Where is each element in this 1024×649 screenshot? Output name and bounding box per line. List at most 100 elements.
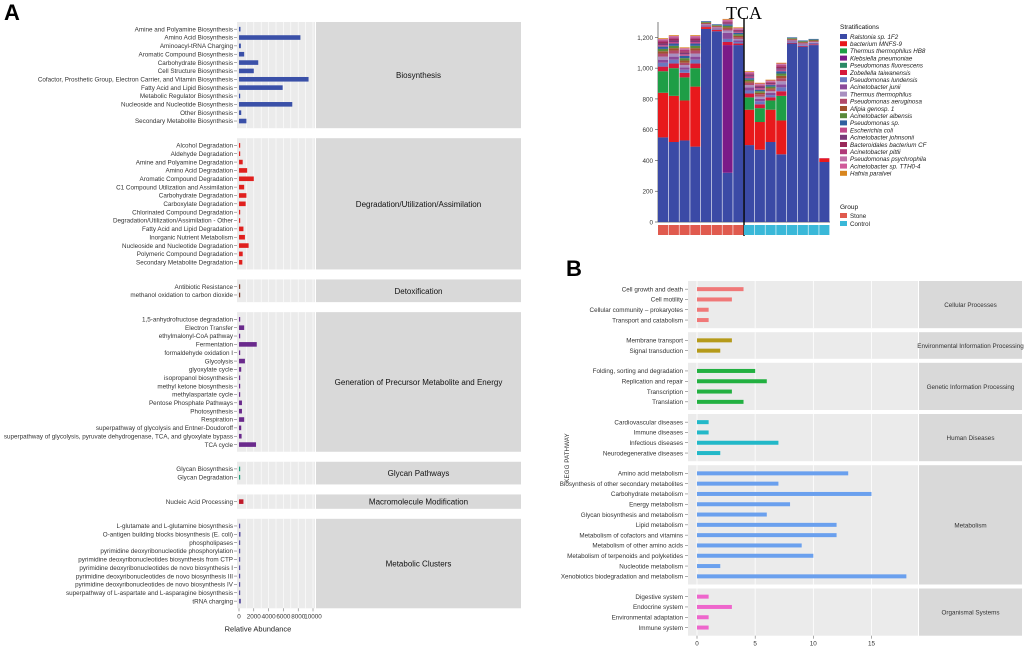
panel-a-row-label: Aromatic Compound Biosynthesis	[139, 51, 234, 58]
panel-a-bar	[239, 557, 241, 562]
tca-bar-segment	[808, 42, 819, 44]
panel-b-row-label: Endocrine system	[633, 604, 683, 611]
tca-bar-segment	[668, 35, 679, 37]
panel-a-row-label: methyl ketone biosynthesis	[157, 383, 233, 390]
panel-a-strip	[316, 494, 521, 509]
panel-b-y-axis-title: KEGG PATHWAY	[564, 432, 571, 482]
tca-group-bar	[690, 225, 701, 235]
tca-bar-segment	[690, 43, 701, 46]
tca-bar-segment	[701, 25, 712, 26]
tca-bar-segment	[668, 35, 679, 36]
panel-a-row-label: pyrimidine deoxyribonucleotides biosynth…	[78, 557, 233, 564]
tca-bar-segment	[787, 41, 798, 42]
tca-bar-segment	[776, 87, 787, 92]
panel-b-bar	[697, 564, 721, 569]
tca-bar-segment	[797, 44, 808, 46]
tca-bar-segment	[808, 39, 819, 41]
panel-a-bar	[239, 102, 293, 107]
tca-bar-segment	[808, 43, 819, 45]
tca-bar-segment	[744, 75, 755, 77]
panel-a-bar	[239, 400, 242, 406]
panel-a-row-label: superpathway of glycolysis and Entner-Do…	[96, 425, 233, 432]
tca-bar-segment	[787, 40, 798, 42]
tca-bar-segment	[776, 65, 787, 67]
panel-b-bar	[697, 287, 744, 292]
tca-bar-segment	[690, 36, 701, 38]
panel-a-bar	[239, 76, 309, 82]
panel-a-row-label: superpathway of L-aspartate and L-aspara…	[66, 590, 233, 597]
tca-bar-segment	[658, 53, 669, 57]
panel-a-row-label: pyrimidine deoxyribonucleotides de novo …	[76, 573, 233, 580]
panel-a-xtick-label: 4000	[262, 613, 277, 620]
tca-legend-label: bacterium MNFS-9	[850, 41, 902, 48]
tca-bar-segment	[690, 45, 701, 49]
panel-a-strip-label: Biosynthesis	[396, 71, 441, 80]
panel-a-row-label: isopropanol biosynthesis	[164, 375, 233, 382]
tca-legend-label: Pseudomonas aeruginosa	[850, 99, 922, 106]
tca-bar-segment	[733, 43, 744, 46]
panel-a-strip	[316, 518, 521, 609]
panel-a-row-label: Aromatic Compound Degradation	[140, 176, 234, 183]
panel-b-xtick-label: 15	[868, 641, 876, 648]
tca-group-bar	[808, 225, 819, 235]
panel-a-row-label: phospholipases	[189, 540, 233, 547]
panel-b-row-label: Nucleotide metabolism	[619, 563, 683, 570]
panel-a-row-label: Glycan Degradation	[177, 474, 233, 481]
panel-b-bar	[697, 440, 779, 445]
tca-legend-label: Ralstonia sp. 1F2	[850, 34, 899, 41]
panel-a-bar	[239, 226, 244, 232]
panel-a-row-label: methylaspartate cycle	[172, 392, 233, 399]
tca-bar-segment	[754, 82, 765, 84]
panel-a-row-label: Fermentation	[196, 342, 234, 349]
tca-bar-segment	[679, 49, 690, 52]
panel-b-row-label: Digestive system	[635, 594, 683, 601]
tca-bar-segment	[744, 93, 755, 98]
tca-group-legend-swatch	[840, 221, 847, 226]
tca-bar-segment	[733, 30, 744, 32]
tca-bar-segment	[658, 38, 669, 39]
panel-b-row-label: Replication and repair	[622, 378, 683, 385]
tca-bar-segment	[668, 40, 679, 42]
tca-bar-segment	[722, 45, 733, 173]
panel-a-row-label: Secondary Metabolite Degradation	[136, 259, 233, 266]
tca-legend-label: Afipia genosp. 1	[849, 106, 894, 113]
tca-bar-segment	[754, 84, 765, 86]
tca-bar-segment	[679, 67, 690, 70]
tca-bar-segment	[679, 51, 690, 53]
tca-legend-swatch	[840, 91, 847, 97]
tca-bar-segment	[765, 142, 776, 222]
panel-b-strip	[919, 332, 1022, 359]
tca-bar-segment	[668, 48, 679, 51]
tca-bar-segment	[744, 76, 755, 79]
panel-a-row-label: 1,5-anhydrofructose degradation	[142, 317, 234, 324]
tca-bar-segment	[765, 84, 776, 86]
panel-a-bar	[239, 392, 241, 397]
panel-a-bar	[239, 540, 241, 545]
tca-group-legend-label: Control	[850, 221, 870, 228]
panel-b-strip-label: Environmental Information Processing	[917, 343, 1024, 350]
panel-a-bar	[239, 184, 245, 190]
panel-a-bar	[239, 159, 243, 165]
tca-bar-segment	[765, 82, 776, 84]
panel-b-bar	[697, 574, 907, 579]
tca-bar-segment	[733, 42, 744, 44]
tca-legend-swatch	[840, 62, 847, 68]
tca-ytick-label: 1,000	[637, 66, 653, 73]
tca-bar-segment	[711, 25, 722, 27]
panel-a-strip-label: Generation of Precursor Metabolite and E…	[335, 378, 503, 387]
tca-bar-segment	[797, 41, 808, 42]
tca-bar-segment	[722, 42, 733, 46]
tca-bar-segment	[776, 64, 787, 66]
tca-stacked-bar-chart: TCA 0 200 400 600 800 1,000 1,200 Stratification…	[637, 3, 928, 236]
panel-a-bar	[239, 35, 301, 40]
tca-bar-segment	[765, 95, 776, 98]
panel-b-bar	[697, 389, 732, 394]
tca-bar-segment	[722, 30, 733, 33]
tca-bar-segment	[658, 38, 669, 40]
tca-bar-segment	[776, 154, 787, 222]
panel-b-row-label: Folding, sorting and degradation	[593, 368, 684, 375]
panel-a-row-label: Cell Structure Biosynthesis	[158, 68, 233, 75]
panel-b-strip-label: Organismal Systems	[941, 610, 999, 617]
tca-bar-segment	[787, 39, 798, 41]
tca-bar-segment	[722, 21, 733, 22]
